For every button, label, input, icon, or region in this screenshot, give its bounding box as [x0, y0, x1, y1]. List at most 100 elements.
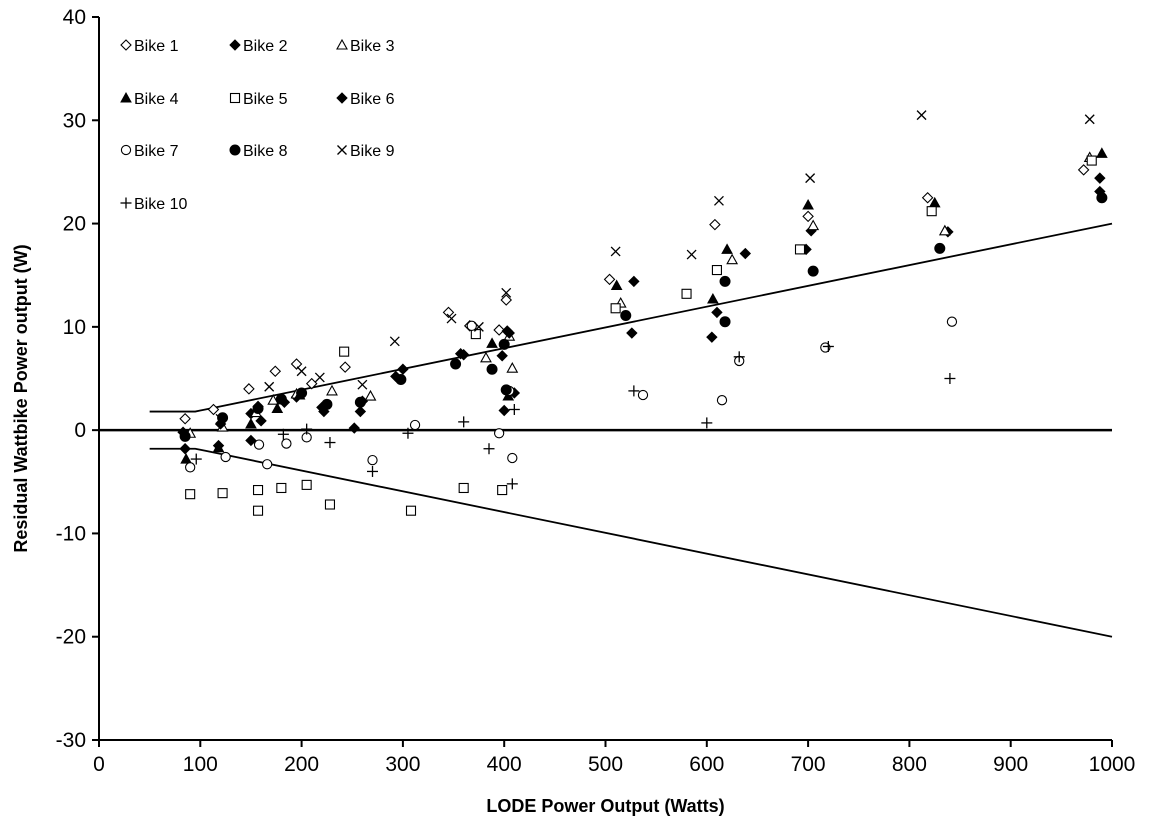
data-point-bike-1 [603, 273, 616, 286]
data-point-bike-6 [498, 404, 510, 417]
data-point-bike-1 [269, 365, 282, 378]
y-tick-label: 20 [63, 213, 86, 236]
data-point-bike-5 [324, 499, 336, 510]
data-point-bike-9 [501, 287, 512, 298]
y-tick-label: -10 [56, 522, 86, 545]
data-point-bike-4 [721, 243, 733, 254]
legend-marker [120, 144, 132, 156]
data-point-bike-10 [733, 351, 745, 363]
data-point-bike-8 [395, 374, 407, 386]
data-point-bike-1 [290, 358, 303, 370]
data-point-bike-7 [507, 452, 518, 464]
data-point-bike-5 [1086, 155, 1097, 166]
x-tick-label: 500 [588, 753, 623, 776]
data-point-bike-7 [367, 454, 378, 466]
legend-item: Bike 6 [336, 91, 395, 108]
legend-label: Bike 4 [134, 91, 179, 108]
data-point-bike-7 [716, 395, 728, 406]
data-point-bike-7 [253, 439, 265, 450]
data-point-bike-2 [354, 405, 367, 418]
data-point-bike-8 [486, 363, 498, 375]
data-point-bike-1 [500, 294, 513, 306]
data-point-bike-1 [339, 361, 351, 373]
data-point-bike-8 [719, 275, 731, 287]
x-tick-label: 600 [689, 753, 724, 776]
data-point-bike-9 [446, 313, 457, 324]
data-point-bike-9 [314, 372, 325, 383]
data-point-bike-1 [921, 191, 934, 204]
data-point-bike-7 [185, 462, 196, 473]
x-tick-label: 400 [487, 753, 522, 776]
data-point-bike-2 [628, 275, 640, 288]
data-point-bike-7 [820, 342, 831, 353]
data-point-bike-5 [794, 244, 806, 255]
data-point-bike-7 [262, 459, 273, 470]
data-point-bike-10 [301, 423, 313, 435]
data-point-bike-3 [326, 384, 338, 396]
legend-marker [337, 145, 347, 155]
data-point-bike-4 [271, 402, 284, 413]
legend-label: Bike 7 [134, 143, 179, 160]
x-ticks: 0 100 200 300 400 500 600 700 800 900 1000 [93, 740, 1135, 776]
data-point-bike-9 [713, 195, 724, 206]
data-point-bike-2 [706, 331, 718, 343]
data-point-bike-5 [185, 489, 196, 500]
legend-item: Bike 7 [120, 143, 179, 160]
data-point-bike-8 [354, 396, 366, 408]
data-point-bike-3 [807, 219, 820, 231]
data-point-bike-5 [301, 479, 312, 490]
data-point-bike-6 [245, 434, 257, 447]
data-point-bike-8 [934, 242, 946, 254]
data-point-bike-5 [681, 288, 692, 299]
legend-item: Bike 4 [120, 91, 179, 108]
data-point-bike-1 [207, 403, 220, 416]
y-tick-label: 0 [74, 419, 86, 442]
data-point-bike-2 [496, 350, 508, 362]
data-point-bike-10 [628, 385, 640, 397]
legend-item: Bike 3 [336, 38, 395, 55]
legend: Bike 1 Bike 2 Bike 3 Bike 4 Bike 5 Bike 6 Bike… [120, 38, 395, 213]
data-point-bike-7 [409, 419, 421, 431]
data-point-bike-7 [946, 316, 958, 327]
data-point-bike-5 [339, 346, 350, 357]
data-point-bike-5 [252, 484, 264, 496]
x-tick-label: 900 [993, 753, 1028, 776]
data-point-bike-8 [1096, 192, 1108, 204]
data-point-bike-10 [944, 373, 956, 384]
data-point-bike-9 [296, 366, 307, 377]
data-point-bike-10 [506, 478, 518, 490]
data-point-bike-1 [709, 218, 721, 231]
data-point-bike-3 [506, 362, 519, 373]
data-point-bike-5 [252, 505, 264, 516]
x-tick-label: 700 [791, 753, 826, 776]
data-point-bike-5 [405, 505, 417, 516]
data-point-bike-9 [610, 246, 621, 257]
legend-item: Bike 8 [229, 143, 288, 160]
data-point-bike-5 [610, 303, 621, 314]
axes [98, 17, 1112, 741]
x-tick-label: 0 [93, 753, 105, 776]
data-point-bike-1 [243, 383, 255, 395]
y-tick-label: -20 [56, 626, 86, 649]
data-point-bike-4 [212, 441, 225, 453]
data-point-bike-5 [711, 264, 722, 276]
data-point-bike-8 [275, 393, 287, 405]
data-point-bike-10 [701, 417, 713, 429]
data-point-bike-9 [357, 379, 368, 390]
data-point-bike-2 [1094, 172, 1106, 184]
legend-label: Bike 9 [350, 143, 395, 160]
data-point-bike-3 [364, 389, 377, 401]
x-tick-label: 300 [385, 753, 420, 776]
data-point-bike-3 [267, 394, 280, 405]
data-point-bike-9 [473, 321, 484, 332]
data-point-bike-2 [739, 247, 752, 260]
legend-label: Bike 3 [350, 38, 395, 55]
data-point-bike-5 [926, 206, 937, 217]
legend-item: Bike 9 [337, 143, 395, 160]
x-tick-label: 1000 [1089, 753, 1136, 776]
data-point-bike-1 [493, 324, 505, 336]
data-point-bike-4 [802, 198, 814, 210]
data-point-bike-10 [402, 427, 414, 439]
data-point-bike-5 [497, 484, 508, 496]
data-point-bike-10 [483, 443, 495, 455]
